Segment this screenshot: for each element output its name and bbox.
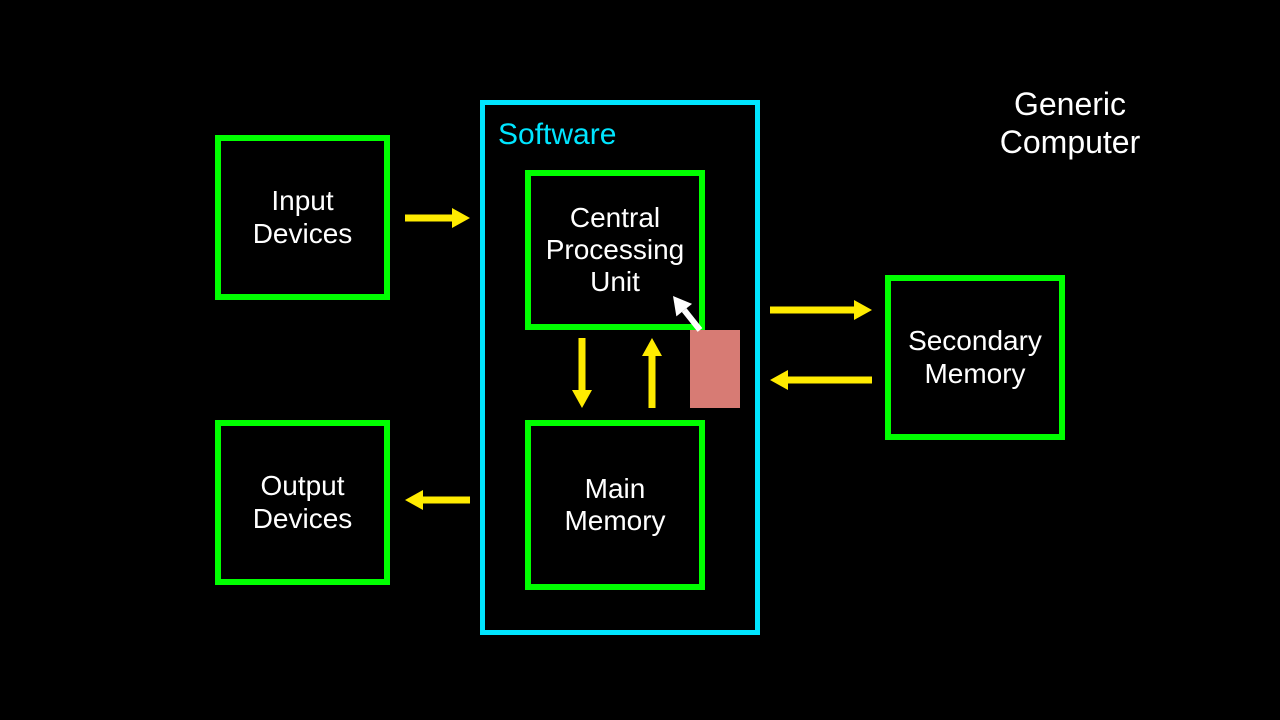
software-label: Software	[498, 118, 616, 152]
diagram-title: Generic Computer	[970, 85, 1170, 162]
arrowhead-sw-to-out	[405, 490, 423, 510]
arrowhead-in-to-sw	[452, 208, 470, 228]
arrowhead-sec-to-sw	[770, 370, 788, 390]
node-input-devices: Input Devices	[215, 135, 390, 300]
node-main-memory: Main Memory	[525, 420, 705, 590]
node-secondary-memory: Secondary Memory	[885, 275, 1065, 440]
diagram-stage: Generic Computer Software Input Devices …	[0, 0, 1280, 720]
node-output-devices: Output Devices	[215, 420, 390, 585]
node-cpu: Central Processing Unit	[525, 170, 705, 330]
arrowhead-sw-to-sec	[854, 300, 872, 320]
decor-rect	[690, 330, 740, 408]
